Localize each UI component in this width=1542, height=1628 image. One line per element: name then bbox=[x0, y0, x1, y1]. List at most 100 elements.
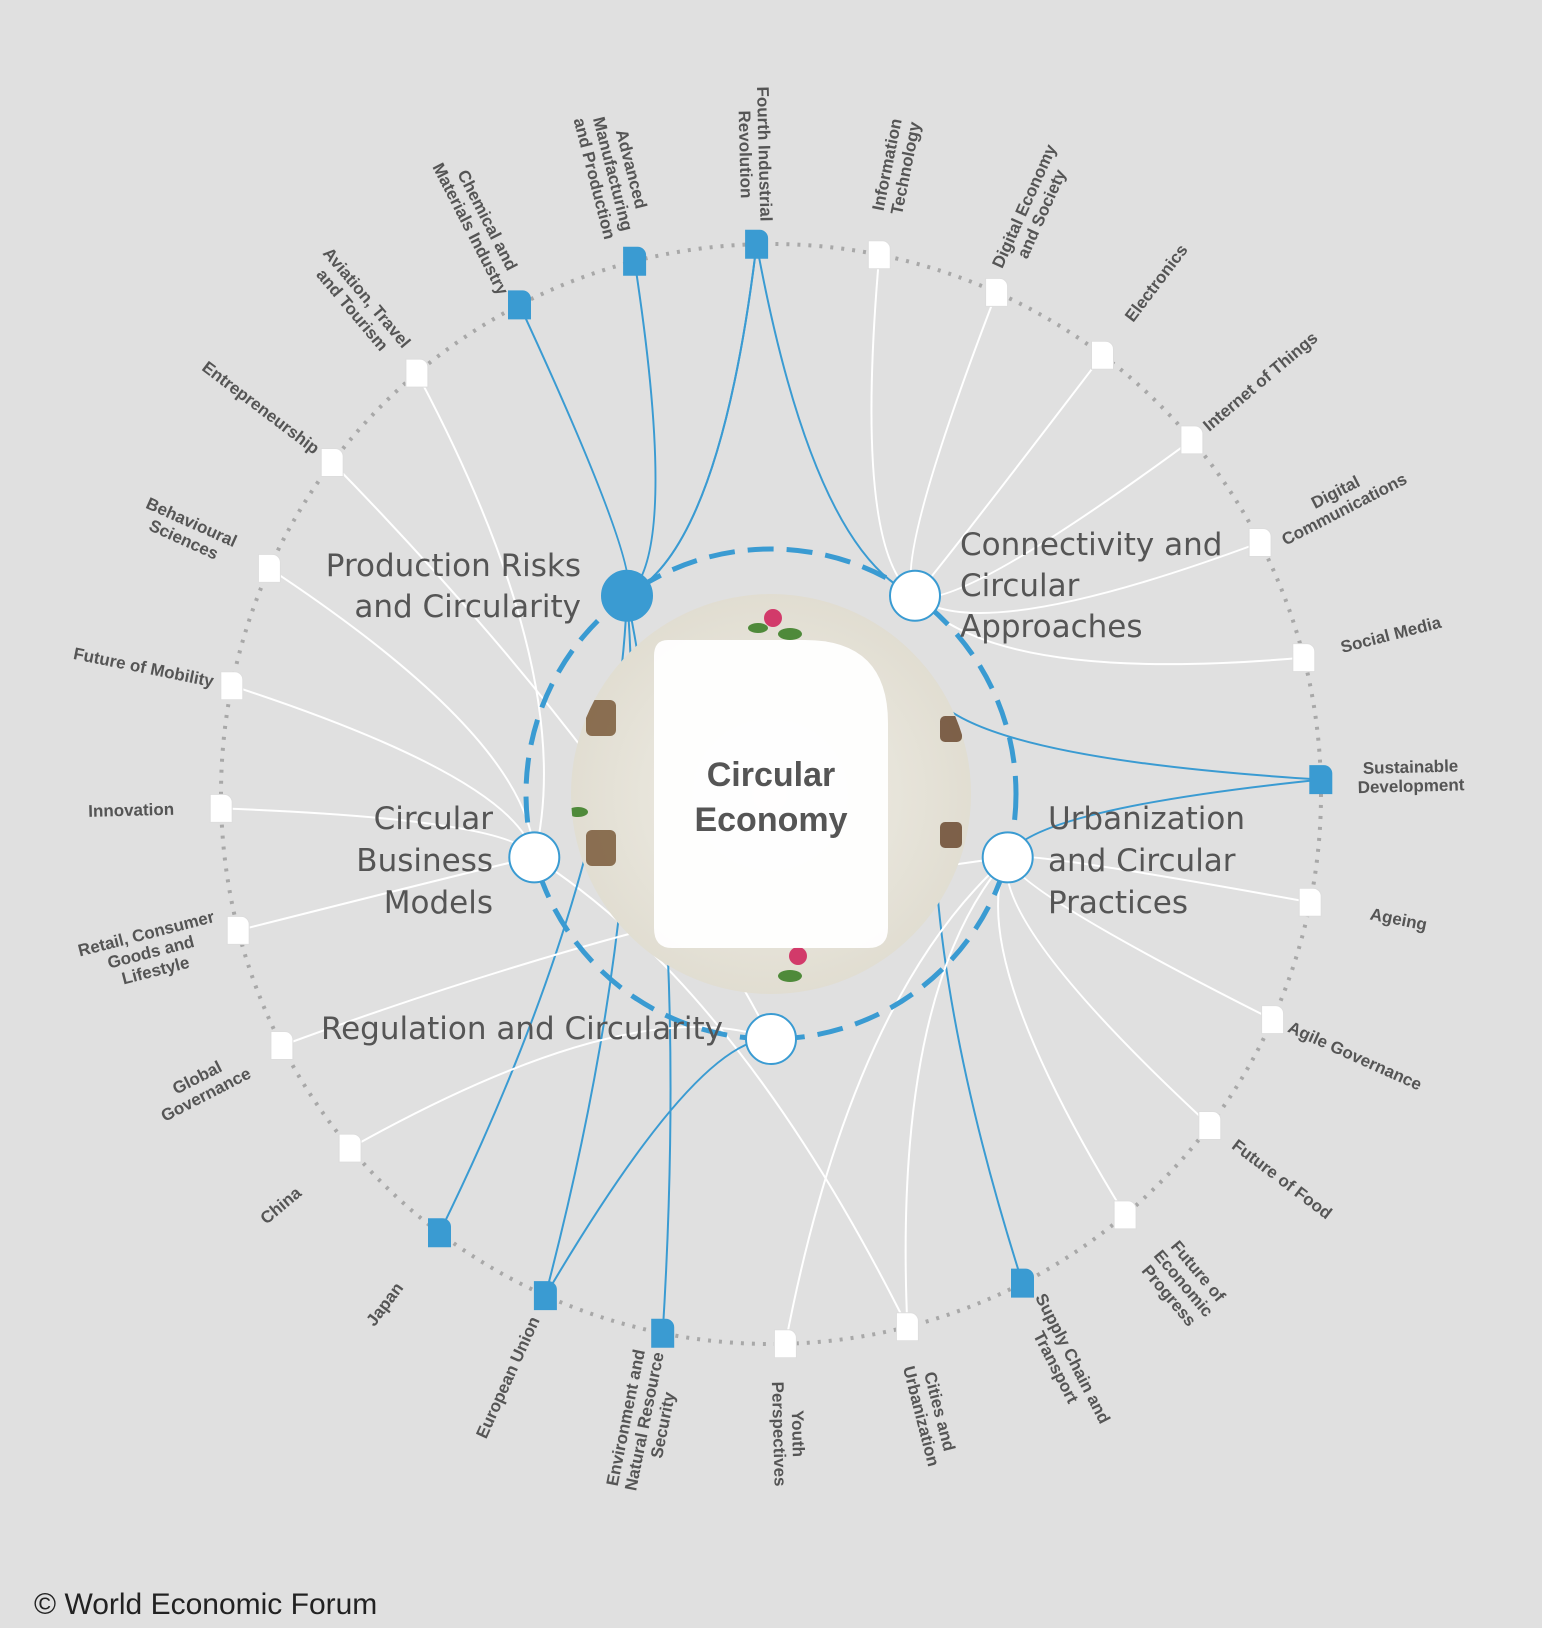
node-ageing-marker[interactable] bbox=[1298, 887, 1322, 917]
node-chemical-and-materials-industry-marker[interactable] bbox=[508, 290, 531, 320]
center-title-line1: Circular bbox=[707, 756, 836, 794]
node-label-line: Entrepreneurship bbox=[198, 357, 322, 458]
node-information-technology-marker[interactable] bbox=[867, 240, 891, 270]
node-aviation-travel-and-tourism-marker[interactable] bbox=[405, 358, 429, 388]
hub-urbanization-label[interactable]: Urbanization and Circular Practices bbox=[1048, 801, 1245, 921]
node-china-label[interactable]: China bbox=[257, 1183, 306, 1228]
node-internet-of-things-marker[interactable] bbox=[1180, 425, 1204, 455]
node-digital-communications-label[interactable]: DigitalCommunications bbox=[1270, 452, 1410, 549]
node-innovation-marker[interactable] bbox=[209, 793, 233, 823]
node-european-union-marker[interactable] bbox=[533, 1281, 557, 1311]
node-digital-communications-marker[interactable] bbox=[1248, 528, 1272, 557]
hub-label-line: Connectivity and bbox=[960, 527, 1222, 563]
node-future-of-mobility-label[interactable]: Future of Mobility bbox=[72, 644, 216, 691]
node-global-governance-label[interactable]: GlobalGovernance bbox=[149, 1047, 254, 1126]
node-future-of-mobility-marker[interactable] bbox=[220, 671, 244, 701]
node-label-line: Ageing bbox=[1368, 905, 1428, 935]
hub-regulation-label[interactable]: Regulation and Circularity bbox=[321, 1011, 723, 1047]
node-future-of-food-label[interactable]: Future of Food bbox=[1228, 1136, 1335, 1223]
node-fourth-industrial-revolution-label[interactable]: Fourth IndustrialRevolution bbox=[734, 86, 776, 222]
node-social-media-label[interactable]: Social Media bbox=[1339, 613, 1444, 657]
node-japan-label[interactable]: Japan bbox=[362, 1279, 407, 1330]
node-advanced-manufacturing-and-production-label[interactable]: AdvancedManufacturingand Production bbox=[570, 106, 656, 242]
node-label-line: Agile Governance bbox=[1285, 1018, 1425, 1095]
node-label-line: Internet of Things bbox=[1199, 328, 1321, 435]
node-fourth-industrial-revolution-marker[interactable] bbox=[745, 229, 769, 259]
hub-connectivity-circle[interactable] bbox=[889, 569, 941, 622]
hub-connectivity-label[interactable]: Connectivity and Circular Approaches bbox=[960, 527, 1222, 645]
link-cities-and-urbanization-to-business bbox=[533, 856, 909, 1328]
node-label-line: Fourth Industrial bbox=[753, 86, 776, 221]
node-environment-and-natural-resource-security-marker[interactable] bbox=[651, 1318, 675, 1348]
hub-production-label[interactable]: Production Risks and Circularity bbox=[326, 548, 581, 625]
link-china-to-regulation bbox=[349, 1025, 772, 1149]
node-youth-perspectives-marker[interactable] bbox=[773, 1329, 797, 1359]
hub-label-line: Urbanization bbox=[1048, 801, 1245, 837]
node-label-line: Future of Food bbox=[1228, 1136, 1335, 1223]
link-european-union-to-regulation bbox=[544, 1037, 772, 1297]
center-card bbox=[654, 640, 888, 948]
node-behavioural-sciences-marker[interactable] bbox=[257, 553, 281, 583]
node-agile-governance-label[interactable]: Agile Governance bbox=[1285, 1018, 1425, 1095]
node-label-line: Japan bbox=[362, 1279, 407, 1330]
node-global-governance-marker[interactable] bbox=[270, 1031, 294, 1060]
node-entrepreneurship-marker[interactable] bbox=[320, 448, 344, 477]
node-label-line: Future of Mobility bbox=[72, 644, 216, 691]
hubs-layer: Production Risks and Circularity Connectiv… bbox=[321, 527, 1245, 1065]
node-supply-chain-and-transport-label[interactable]: Supply Chain andTransport bbox=[1014, 1290, 1114, 1435]
hub-business-label[interactable]: Circular Business Models bbox=[356, 801, 493, 921]
hub-label-line: and Circular bbox=[1048, 843, 1236, 879]
node-label-line: Revolution bbox=[735, 110, 756, 198]
node-behavioural-sciences-label[interactable]: BehaviouralSciences bbox=[135, 494, 240, 569]
link-fourth-industrial-revolution-to-production bbox=[626, 244, 758, 597]
node-european-union-label[interactable]: European Union bbox=[472, 1314, 543, 1442]
node-sustainable-development-marker[interactable] bbox=[1309, 765, 1333, 795]
hub-label-line: Circular bbox=[374, 801, 494, 837]
node-japan-marker[interactable] bbox=[428, 1218, 451, 1248]
node-youth-perspectives-label[interactable]: YouthPerspectives bbox=[768, 1381, 809, 1487]
hub-label-line: Models bbox=[384, 885, 493, 921]
node-social-media-marker[interactable] bbox=[1292, 643, 1316, 673]
node-environment-and-natural-resource-security-label[interactable]: Environment andNatural ResourceSecurity bbox=[603, 1347, 687, 1496]
node-electronics-marker[interactable] bbox=[1091, 340, 1114, 370]
node-supply-chain-and-transport-marker[interactable] bbox=[1011, 1268, 1034, 1298]
hub-label-line: Circular bbox=[960, 568, 1080, 604]
link-youth-perspectives-to-urbanization bbox=[784, 856, 1009, 1344]
node-information-technology-label[interactable]: InformationTechnology bbox=[869, 116, 925, 216]
node-electronics-label[interactable]: Electronics bbox=[1121, 241, 1191, 326]
node-label-line: China bbox=[257, 1183, 306, 1228]
node-future-of-economic-progress-marker[interactable] bbox=[1113, 1200, 1137, 1230]
node-innovation-label[interactable]: Innovation bbox=[88, 800, 174, 821]
node-internet-of-things-label[interactable]: Internet of Things bbox=[1199, 328, 1321, 435]
node-future-of-food-marker[interactable] bbox=[1198, 1111, 1222, 1140]
node-digital-economy-and-society-marker[interactable] bbox=[985, 277, 1009, 307]
node-label-line: Sustainable bbox=[1363, 756, 1459, 777]
node-sustainable-development-label[interactable]: SustainableDevelopment bbox=[1357, 756, 1465, 797]
node-future-of-economic-progress-label[interactable]: Future ofEconomicProgress bbox=[1135, 1234, 1231, 1333]
link-behavioural-sciences-to-business bbox=[268, 567, 536, 858]
node-entrepreneurship-label[interactable]: Entrepreneurship bbox=[198, 357, 322, 458]
node-chemical-and-materials-industry-label[interactable]: Chemical andMaterials Industry bbox=[429, 151, 530, 299]
node-advanced-manufacturing-and-production-marker[interactable] bbox=[623, 246, 647, 276]
link-cities-and-urbanization-to-urbanization bbox=[904, 856, 1009, 1327]
hub-business-circle[interactable] bbox=[508, 831, 561, 884]
node-cities-and-urbanization-marker[interactable] bbox=[895, 1312, 919, 1342]
node-ageing-label[interactable]: Ageing bbox=[1368, 905, 1428, 935]
hub-production-circle[interactable] bbox=[601, 569, 653, 622]
copyright-notice: © World Economic Forum bbox=[34, 1588, 378, 1621]
inner-dashed-ring bbox=[523, 546, 1019, 1042]
node-china-marker[interactable] bbox=[338, 1133, 362, 1163]
hub-regulation-circle[interactable] bbox=[745, 1013, 797, 1065]
node-cities-and-urbanization-label[interactable]: Cities andUrbanization bbox=[899, 1359, 961, 1468]
node-retail-consumer-goods-and-lifestyle-marker[interactable] bbox=[226, 915, 250, 945]
node-digital-economy-and-society-label[interactable]: Digital Economyand Society bbox=[988, 141, 1077, 279]
node-label-line: Social Media bbox=[1339, 613, 1444, 657]
node-agile-governance-marker[interactable] bbox=[1261, 1005, 1285, 1035]
node-aviation-travel-and-tourism-label[interactable]: Aviation, Traveland Tourism bbox=[305, 244, 415, 364]
hub-urbanization-circle[interactable] bbox=[981, 831, 1034, 884]
hub-label-line: Regulation and Circularity bbox=[321, 1011, 723, 1047]
hub-label-line: Practices bbox=[1048, 885, 1188, 921]
node-retail-consumer-goods-and-lifestyle-label[interactable]: Retail, ConsumerGoods andLifestyle bbox=[76, 907, 226, 997]
hub-label-line: Approaches bbox=[960, 609, 1143, 645]
